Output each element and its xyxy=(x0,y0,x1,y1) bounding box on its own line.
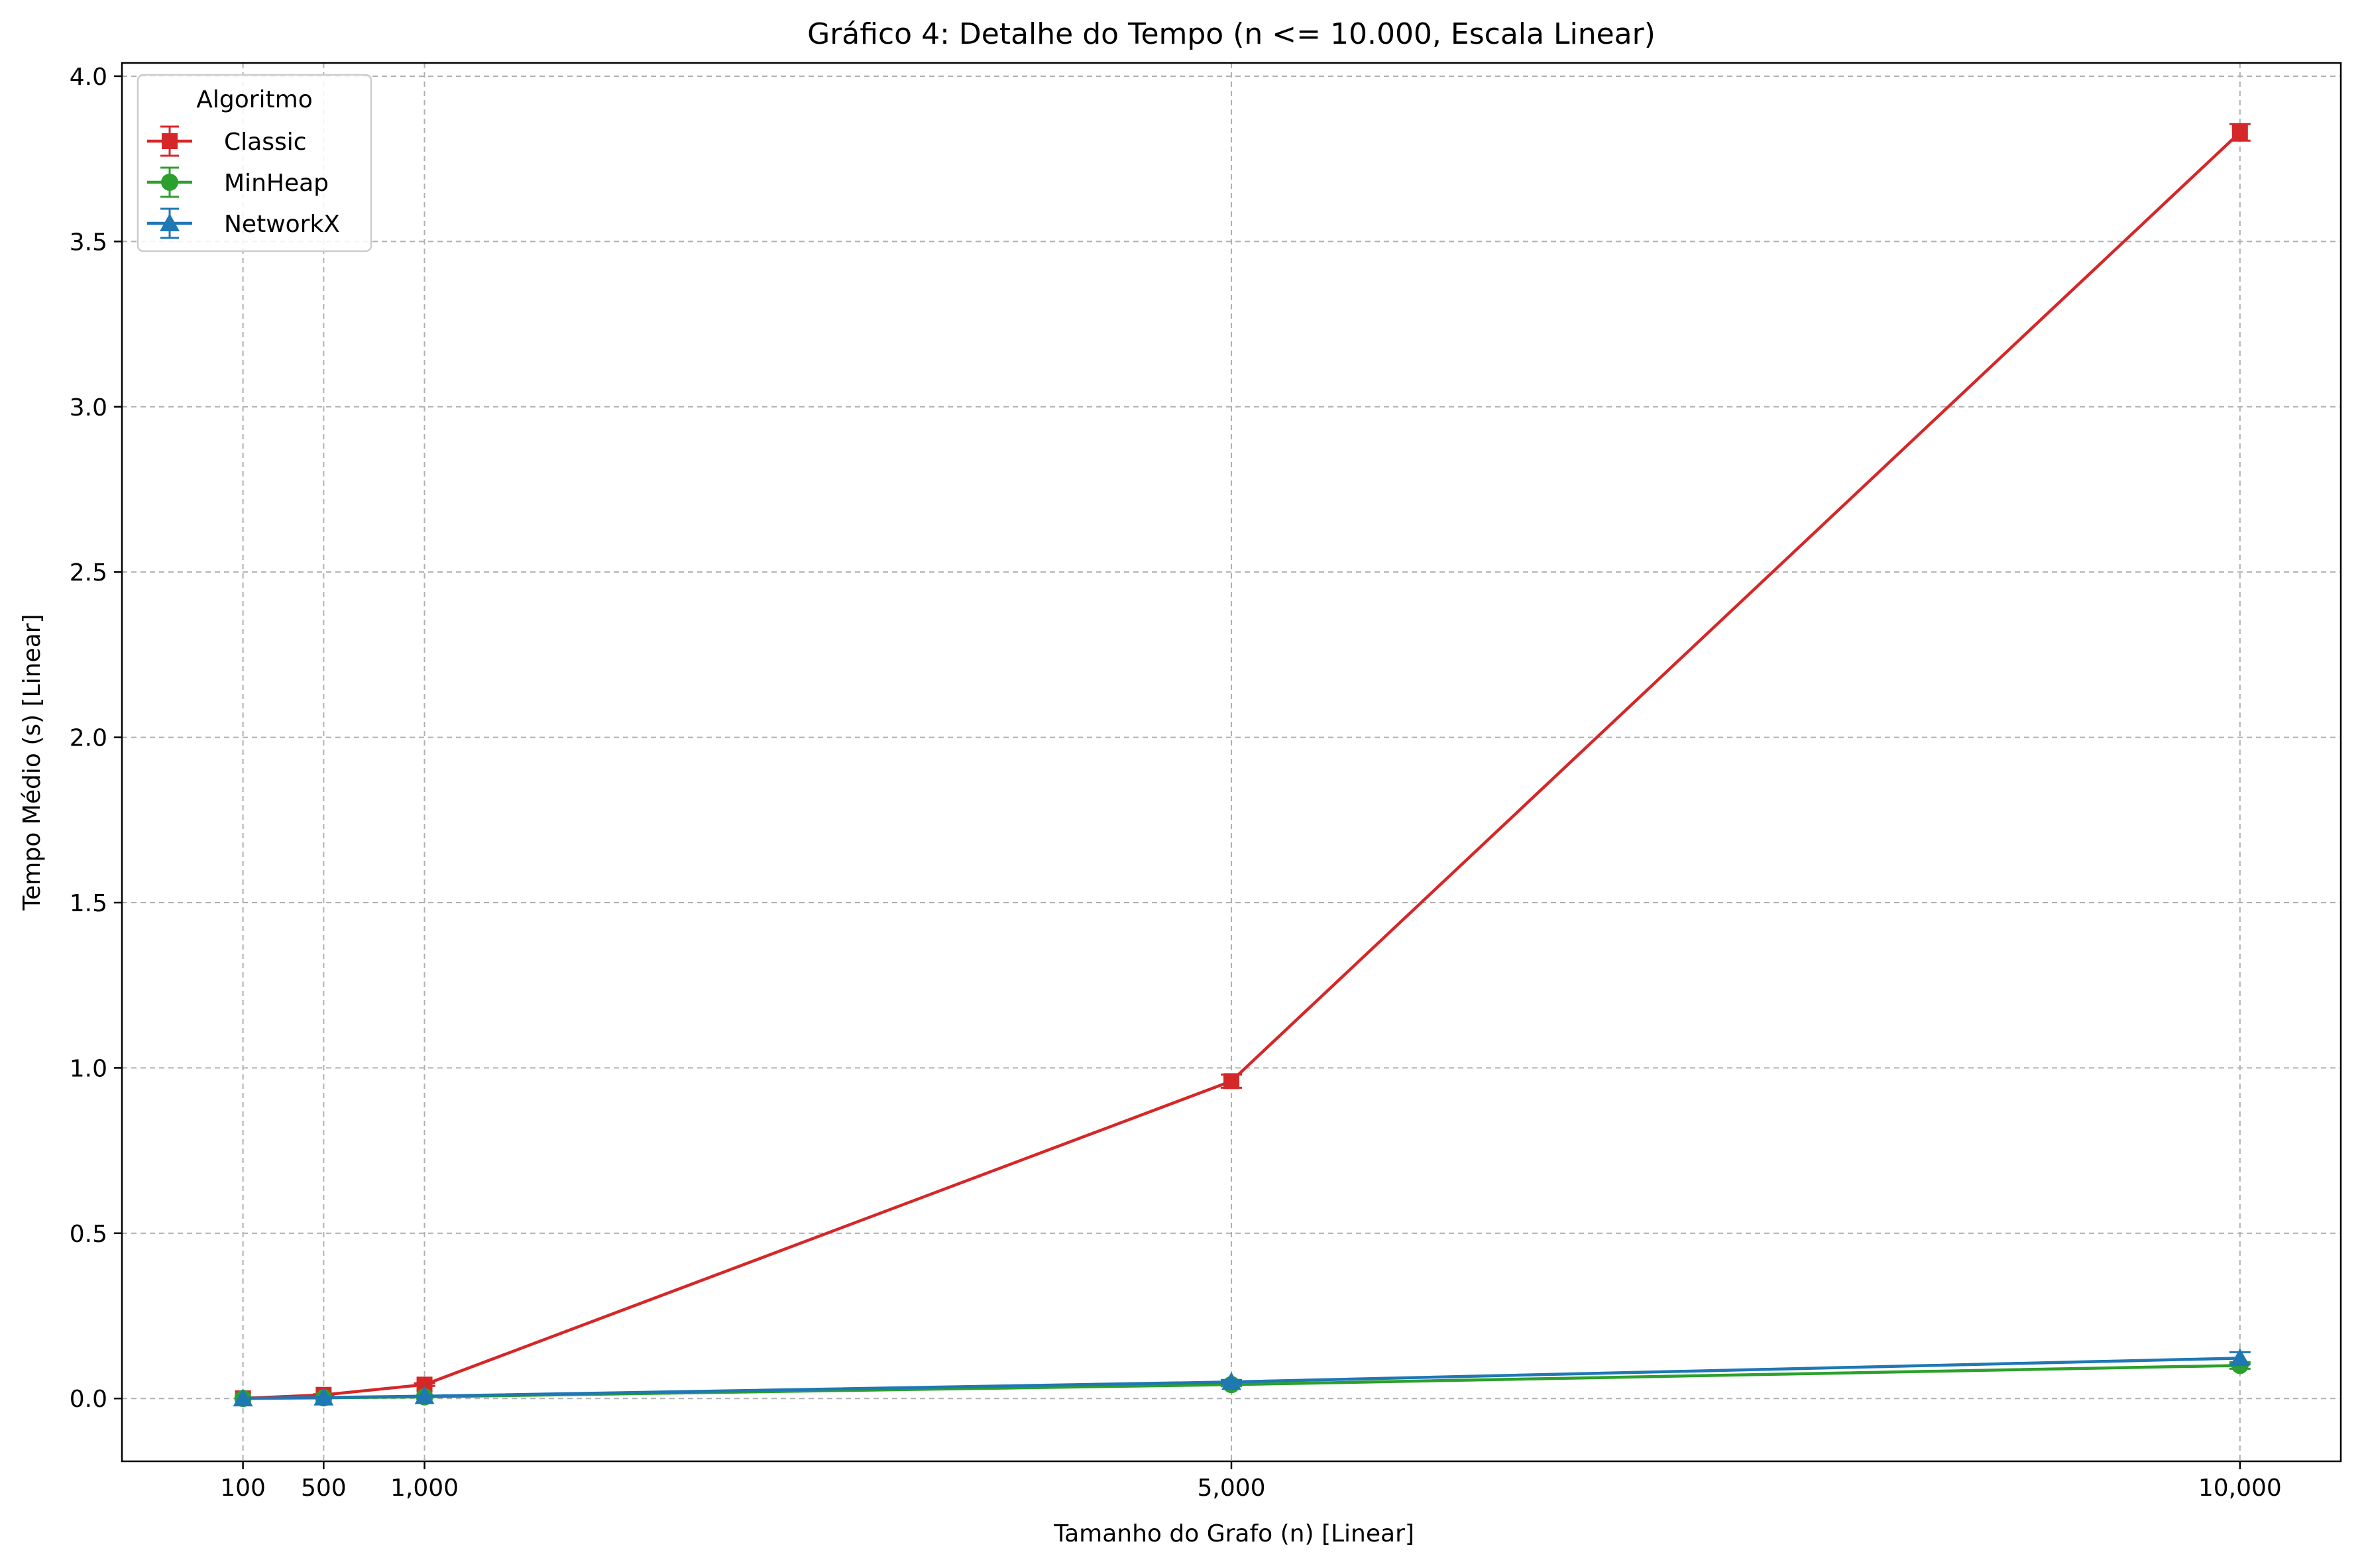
legend-entry-networkx: NetworkX xyxy=(147,207,340,239)
legend-marker xyxy=(161,174,178,191)
x-axis: 100 500 1,000 5,000 10,000 xyxy=(220,1461,2282,1502)
x-tick-label: 10,000 xyxy=(2198,1475,2282,1502)
legend-entry-minheap: MinHeap xyxy=(147,166,329,198)
y-axis: 0.0 0.5 1.0 1.5 2.0 2.5 3.0 3.5 4.0 xyxy=(70,64,122,1413)
x-axis-label: Tamanho do Grafo (n) [Linear] xyxy=(1053,1520,1414,1547)
y-tick-label: 1.0 xyxy=(70,1055,107,1082)
legend-title: Algoritmo xyxy=(196,86,313,113)
data-point xyxy=(2231,124,2248,140)
series-layer xyxy=(233,123,2251,1408)
grid xyxy=(122,63,2341,1461)
data-point xyxy=(1221,1372,1241,1390)
series-line xyxy=(243,1357,2240,1400)
data-point xyxy=(2229,1348,2250,1367)
x-tick-label: 1,000 xyxy=(390,1475,459,1502)
data-point xyxy=(313,1387,334,1406)
legend-entry-classic: Classic xyxy=(147,125,307,157)
series-networkx xyxy=(233,1348,2251,1407)
y-axis-label: Tempo Médio (s) [Linear] xyxy=(19,614,46,911)
x-tick-label: 500 xyxy=(301,1475,347,1502)
legend-marker xyxy=(160,213,180,231)
legend: Algoritmo Classic MinHeap NetworkX xyxy=(137,74,372,252)
y-tick-label: 3.5 xyxy=(70,229,107,256)
y-tick-label: 2.5 xyxy=(70,559,107,587)
legend-box xyxy=(137,74,372,252)
legend-marker xyxy=(162,133,178,149)
series-classic xyxy=(235,123,2251,1406)
chart-title: Gráfico 4: Detalhe do Tempo (n <= 10.000… xyxy=(807,17,1656,51)
data-point xyxy=(414,1386,435,1404)
x-tick-label: 100 xyxy=(220,1475,266,1502)
x-tick-label: 5,000 xyxy=(1197,1475,1265,1502)
y-tick-label: 0.5 xyxy=(70,1221,107,1248)
legend-label: MinHeap xyxy=(224,170,329,197)
legend-label: NetworkX xyxy=(224,211,340,238)
data-point xyxy=(233,1388,253,1407)
series-line xyxy=(243,131,2241,1400)
data-point xyxy=(1223,1073,1239,1090)
y-tick-label: 3.0 xyxy=(70,394,107,421)
y-tick-label: 1.5 xyxy=(70,890,107,917)
y-tick-label: 4.0 xyxy=(70,64,107,91)
legend-label: Classic xyxy=(224,129,307,156)
y-tick-label: 2.0 xyxy=(70,725,107,752)
y-tick-label: 0.0 xyxy=(70,1386,107,1413)
